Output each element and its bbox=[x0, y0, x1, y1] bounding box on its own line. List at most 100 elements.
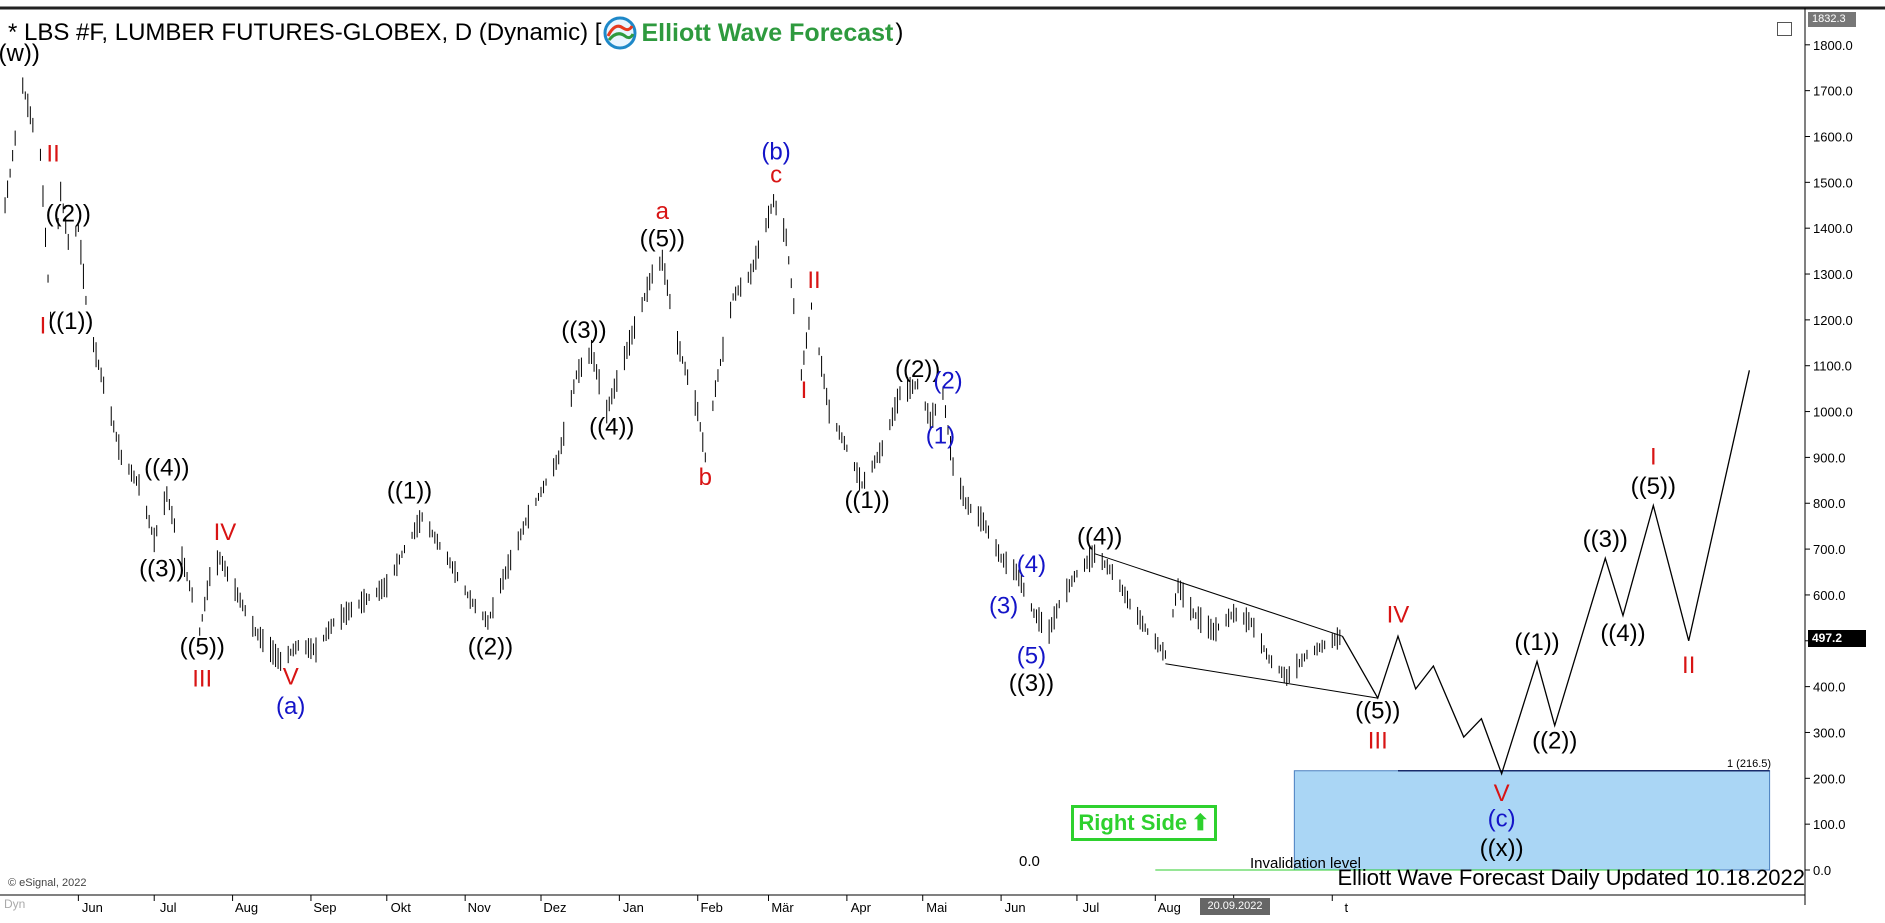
wave-label: ((5)) bbox=[1631, 473, 1676, 500]
wave-label: ((4)) bbox=[144, 455, 189, 482]
wave-label: ((4)) bbox=[589, 413, 634, 440]
y-tick-label: 1700.0 bbox=[1813, 84, 1853, 99]
wave-label: ((4)) bbox=[1600, 620, 1645, 647]
wave-label: (5) bbox=[1017, 643, 1046, 670]
y-tick-label: 0.0 bbox=[1813, 863, 1831, 878]
y-tick-label: 1500.0 bbox=[1813, 175, 1853, 190]
target-box bbox=[1293, 769, 1771, 871]
invalidation-level-label: Invalidation level bbox=[1250, 855, 1361, 872]
wave-label: ((1)) bbox=[387, 478, 432, 505]
projection-path bbox=[1341, 370, 1751, 776]
logo-text: Elliott Wave Forecast bbox=[641, 18, 894, 47]
arrow-up-icon: ⬆ bbox=[1191, 810, 1210, 835]
wave-label: a bbox=[656, 198, 670, 225]
wave-label: I bbox=[40, 313, 47, 340]
x-tick-label: Jul bbox=[1083, 900, 1100, 915]
restore-window-icon[interactable] bbox=[1777, 22, 1792, 36]
wave-label: ((3)) bbox=[139, 556, 184, 583]
x-tick-label: Jun bbox=[1005, 900, 1026, 915]
trend-lines bbox=[1094, 553, 1378, 699]
y-tick-label: 900.0 bbox=[1813, 450, 1846, 465]
y-tick-label: 1100.0 bbox=[1813, 359, 1852, 374]
x-tick-label: Jan bbox=[623, 900, 644, 915]
wave-label: (c) bbox=[1488, 805, 1516, 832]
x-tick-label: Feb bbox=[701, 900, 723, 915]
y-tick-label: 1800.0 bbox=[1813, 38, 1853, 53]
x-tick-label: Sep bbox=[313, 900, 336, 915]
wave-label: ((1)) bbox=[1514, 629, 1559, 656]
copyright: © eSignal, 2022 bbox=[8, 877, 87, 889]
x-tick-label: Okt bbox=[391, 900, 412, 915]
wave-label: IV bbox=[1387, 601, 1410, 628]
y-tick-label: 1300.0 bbox=[1813, 267, 1853, 282]
x-tick-label: Dez bbox=[543, 900, 566, 915]
right-side-badge: Right Side ⬆ bbox=[1071, 805, 1217, 841]
update-footer: Elliott Wave Forecast Daily Updated 10.1… bbox=[1337, 865, 1805, 890]
wave-label: ((5)) bbox=[1355, 698, 1400, 725]
wave-label: ((4)) bbox=[1077, 524, 1122, 551]
title-suffix: ) bbox=[895, 19, 904, 46]
right-side-label: Right Side bbox=[1078, 810, 1188, 835]
wave-label: ((3)) bbox=[561, 317, 606, 344]
x-tick-label: Jul bbox=[160, 900, 177, 915]
x-tick-label: Nov bbox=[468, 900, 492, 915]
wave-label: ((2)) bbox=[1532, 728, 1577, 755]
wave-label: ((1)) bbox=[844, 487, 889, 514]
wave-label: II bbox=[807, 267, 820, 294]
dyn-label: Dyn bbox=[4, 897, 26, 911]
wave-label: ((3)) bbox=[1583, 526, 1628, 553]
x-tick-label: Mai bbox=[926, 900, 947, 915]
wave-label: (1) bbox=[926, 423, 955, 450]
logo-icon bbox=[603, 16, 637, 50]
wave-label: ((w)) bbox=[0, 40, 40, 67]
wave-label: (a) bbox=[276, 693, 305, 720]
wave-label: ((5)) bbox=[180, 634, 225, 661]
y-tick-label: 300.0 bbox=[1813, 725, 1846, 740]
wave-label: ((5)) bbox=[640, 226, 685, 253]
wave-label: III bbox=[1368, 728, 1388, 755]
y-tick-label: 1600.0 bbox=[1813, 129, 1853, 144]
wave-label: V bbox=[1494, 780, 1510, 807]
wave-label: II bbox=[46, 141, 59, 168]
x-tick-label: Aug bbox=[235, 900, 258, 915]
wave-label: ((2)) bbox=[895, 356, 940, 383]
wave-label: (2) bbox=[933, 368, 962, 395]
crosshair-date-tag: 20.09.2022 bbox=[1200, 898, 1270, 915]
wave-label: I bbox=[801, 377, 808, 404]
x-tick-label: Jun bbox=[82, 900, 103, 915]
wave-labels: ((w))II((2))I((1))((4))((3))IV((5))IIIV(… bbox=[0, 40, 1695, 862]
brand-logo: Elliott Wave Forecast bbox=[603, 16, 893, 50]
wave-label: ((3)) bbox=[1009, 670, 1054, 697]
top-price-tag: 1832.3 bbox=[1808, 12, 1856, 27]
wave-label: ((x)) bbox=[1480, 835, 1524, 862]
wave-label: (b) bbox=[761, 138, 790, 165]
x-tick-label: Mär bbox=[771, 900, 794, 915]
target-box-rect bbox=[1293, 770, 1771, 871]
wave-label: ((1)) bbox=[48, 308, 93, 335]
wave-label: (4) bbox=[1017, 551, 1046, 578]
fib-level-label: 1 (216.5) bbox=[1727, 758, 1771, 770]
y-tick-label: 800.0 bbox=[1813, 496, 1846, 511]
wave-label: (3) bbox=[989, 592, 1018, 619]
last-price-tag: 497.2 bbox=[1808, 630, 1866, 647]
wave-label: c bbox=[770, 161, 782, 188]
trend-line bbox=[1165, 663, 1378, 699]
y-tick-label: 1200.0 bbox=[1813, 313, 1853, 328]
ohlc-bars bbox=[4, 77, 1341, 686]
x-tick-label: Apr bbox=[851, 900, 872, 915]
y-tick-label: 700.0 bbox=[1813, 542, 1846, 557]
wave-label: ((2)) bbox=[468, 634, 513, 661]
chart-title-text: * LBS #F, LUMBER FUTURES-GLOBEX, D (Dyna… bbox=[8, 19, 602, 46]
y-tick-label: 1000.0 bbox=[1813, 405, 1853, 420]
y-tick-label: 600.0 bbox=[1813, 588, 1846, 603]
x-tick-label: Aug bbox=[1158, 900, 1181, 915]
y-tick-label: 100.0 bbox=[1813, 817, 1846, 832]
y-tick-label: 200.0 bbox=[1813, 771, 1846, 786]
wave-label: b bbox=[699, 464, 712, 491]
zero-level-label: 0.0 bbox=[1019, 853, 1040, 870]
x-tick-label: t bbox=[1344, 900, 1348, 915]
wave-label: V bbox=[283, 663, 299, 690]
wave-label: IV bbox=[214, 519, 237, 546]
y-tick-label: 400.0 bbox=[1813, 680, 1846, 695]
